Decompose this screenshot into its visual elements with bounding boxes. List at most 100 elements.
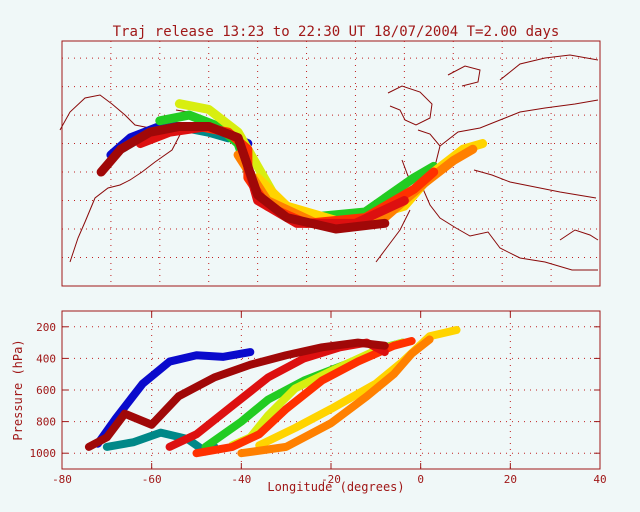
profile-trajectory-marker: × bbox=[130, 435, 137, 449]
y-axis-ticks: 200 400 600 800 1000 bbox=[30, 321, 600, 460]
profile-trajectory-marker: × bbox=[238, 415, 245, 429]
profile-trajectory-marker: × bbox=[318, 340, 325, 354]
profile-trajectory-marker: × bbox=[265, 408, 272, 422]
profile-trajectory-marker: × bbox=[229, 440, 236, 454]
y-axis-label: Pressure (hPa) bbox=[11, 339, 25, 440]
profile-trajectory-marker: × bbox=[381, 345, 388, 359]
profile-trajectory-marker: × bbox=[256, 438, 263, 452]
map-trajectory-marker: × bbox=[98, 165, 105, 179]
map-trajectory-marker: × bbox=[156, 114, 163, 128]
map-trajectory-marker: × bbox=[234, 148, 241, 162]
profile-trajectory-marker: × bbox=[283, 402, 290, 416]
x-tick-label: 0 bbox=[417, 473, 424, 486]
profile-trajectory-marker: × bbox=[453, 323, 460, 337]
profile-trajectory-marker: × bbox=[139, 377, 146, 391]
map-trajectories: ××× × ×××× × × ×× ×××××× ×××× ××××× ××××××××× ××××… bbox=[96, 97, 488, 236]
profile-trajectory-marker: × bbox=[265, 370, 272, 384]
profile-trajectory-marker: × bbox=[148, 418, 155, 432]
profile-trajectory-marker: × bbox=[112, 411, 119, 425]
map-trajectory-marker: × bbox=[381, 216, 388, 230]
profile-trajectory-marker: × bbox=[300, 351, 307, 365]
profile-trajectory-marker: × bbox=[238, 446, 245, 460]
profile-trajectory-marker: × bbox=[408, 347, 415, 361]
profile-trajectory-marker: × bbox=[256, 427, 263, 441]
y-tick-label: 1000 bbox=[30, 447, 57, 460]
map-trajectory-marker: × bbox=[283, 211, 290, 225]
profile-trajectory-marker: × bbox=[265, 392, 272, 406]
profile-trajectory-marker: × bbox=[193, 427, 200, 441]
profile-trajectory-marker: × bbox=[426, 332, 433, 346]
profile-trajectory-marker: × bbox=[229, 399, 236, 413]
map-trajectory-marker: × bbox=[146, 125, 153, 139]
profile-trajectory-marker: × bbox=[202, 440, 209, 454]
profile-trajectory-marker: × bbox=[390, 339, 397, 353]
profile-trajectory-marker: × bbox=[220, 427, 227, 441]
profile-trajectory-marker: × bbox=[372, 377, 379, 391]
profile-trajectory-marker: × bbox=[292, 381, 299, 395]
map-trajectory-marker: × bbox=[381, 211, 388, 225]
x-tick-label: -80 bbox=[52, 473, 72, 486]
x-tick-label: -40 bbox=[231, 473, 251, 486]
map-trajectory-marker: × bbox=[205, 119, 212, 133]
profile-trajectory-marker: × bbox=[363, 389, 370, 403]
map-trajectory-marker: × bbox=[205, 102, 212, 116]
profile-trajectory-marker: × bbox=[283, 348, 290, 362]
x-tick-label: -60 bbox=[142, 473, 162, 486]
profile-trajectory-marker: × bbox=[166, 440, 173, 454]
map-trajectory bbox=[96, 121, 390, 234]
map-trajectory-marker: × bbox=[362, 205, 369, 219]
map-trajectory-marker: × bbox=[254, 159, 261, 173]
map-trajectory-marker: × bbox=[332, 222, 339, 236]
map-grid bbox=[62, 41, 600, 286]
map-trajectory-marker: × bbox=[254, 188, 261, 202]
map-trajectory-marker: × bbox=[479, 137, 486, 151]
x-tick-label: 40 bbox=[593, 473, 606, 486]
profile-trajectory-marker: × bbox=[354, 355, 361, 369]
x-axis-ticks: -80 -60 -40 -20 0 20 40 bbox=[52, 311, 607, 486]
profile-trajectory-marker: × bbox=[121, 407, 128, 421]
profile-trajectory-marker: × bbox=[327, 364, 334, 378]
map-trajectory-marker: × bbox=[234, 131, 241, 145]
profile-trajectory-marker: × bbox=[247, 345, 254, 359]
profile-trajectory-marker: × bbox=[211, 370, 218, 384]
figure-title: Traj release 13:23 to 22:30 UT 18/07/200… bbox=[113, 24, 560, 40]
profile-trajectory-marker: × bbox=[247, 358, 254, 372]
profile-trajectory-marker: × bbox=[220, 350, 227, 364]
map-trajectory-marker: × bbox=[234, 125, 241, 139]
x-axis-label: Longitude (degrees) bbox=[267, 480, 404, 494]
profile-trajectory-marker: × bbox=[193, 446, 200, 460]
profile-trajectory-marker: × bbox=[327, 416, 334, 430]
profile-trajectory-marker: × bbox=[318, 374, 325, 388]
y-tick-label: 400 bbox=[36, 352, 56, 365]
map-trajectory-marker: × bbox=[401, 194, 408, 208]
profile-trajectory-marker: × bbox=[408, 334, 415, 348]
profile-trajectory-marker: × bbox=[327, 402, 334, 416]
x-tick-label: -20 bbox=[321, 473, 341, 486]
map-trajectory-marker: × bbox=[127, 131, 134, 145]
profile-trajectory-marker: × bbox=[103, 440, 110, 454]
profile-trajectory-marker: × bbox=[157, 426, 164, 440]
map-trajectory-marker: × bbox=[450, 154, 457, 168]
map-trajectory-marker: × bbox=[176, 97, 183, 111]
map-trajectory-marker: × bbox=[186, 108, 193, 122]
y-tick-label: 600 bbox=[36, 384, 56, 397]
profile-trajectory-marker: × bbox=[175, 389, 182, 403]
map-trajectory-marker: × bbox=[117, 142, 124, 156]
y-tick-label: 200 bbox=[36, 321, 56, 334]
map-trajectory-marker: × bbox=[411, 182, 418, 196]
profile-trajectory-marker: × bbox=[354, 336, 361, 350]
profile-trajectory-marker: × bbox=[292, 421, 299, 435]
map-trajectory-marker: × bbox=[411, 171, 418, 185]
map-trajectory-marker: × bbox=[469, 142, 476, 156]
profile-trajectory-marker: × bbox=[283, 440, 290, 454]
profile-trajectory bbox=[237, 335, 434, 458]
y-tick-label: 800 bbox=[36, 416, 56, 429]
profile-trajectory bbox=[84, 338, 389, 451]
profile-trajectory-marker: × bbox=[390, 367, 397, 381]
map-trajectory-marker: × bbox=[459, 142, 466, 156]
map-trajectory-marker: × bbox=[137, 137, 144, 151]
profile-grid bbox=[62, 311, 600, 469]
profile-trajectory-marker: × bbox=[166, 355, 173, 369]
profile-trajectory-marker: × bbox=[85, 440, 92, 454]
